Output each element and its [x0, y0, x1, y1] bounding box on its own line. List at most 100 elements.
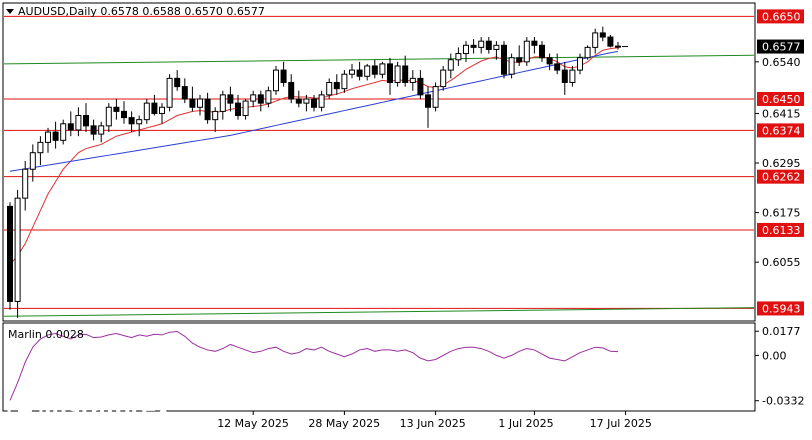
level-tag-label-1: 0.6450: [762, 93, 801, 106]
candle-body: [197, 98, 203, 108]
candle-body: [554, 63, 561, 71]
indicator-tick-label-0: 0.0177: [762, 325, 801, 338]
date-tick-label-2: 13 Jun 2025: [400, 417, 466, 430]
candle-body: [242, 100, 249, 117]
candle-body: [67, 123, 74, 131]
watermark-brand: instaforex: [44, 397, 170, 422]
level-tag-label-5: 0.5943: [762, 302, 801, 315]
candle-body: [371, 65, 378, 75]
candle-body: [523, 40, 530, 63]
moving-average-line-1: [9, 51, 619, 172]
candle-body: [409, 77, 416, 83]
candle-body: [364, 65, 371, 77]
candle-body: [7, 205, 13, 302]
candle-body: [569, 69, 576, 83]
candles-layer: [7, 26, 621, 318]
watermark-tagline: Instant Forex Trading: [46, 421, 151, 432]
date-tick-label-1: 28 May 2025: [308, 417, 380, 430]
level-tag-label-2: 0.6374: [762, 124, 801, 137]
candle-body: [592, 32, 599, 48]
time-axis: 12 May 2025 28 May 2025 13 Jun 2025 1 Jul 2…: [217, 411, 652, 430]
trend-line-1: [3, 307, 755, 317]
candle-body: [501, 44, 507, 75]
candle-body: [478, 40, 485, 48]
price-tick-label-4: 0.6055: [762, 256, 801, 269]
price-tick-label-2: 0.6295: [762, 157, 801, 170]
indicator-tick-label-1: 0.00: [762, 349, 787, 362]
indicator-axis: 0.0177 0.00 -0.0332: [755, 325, 804, 408]
candle-body: [311, 98, 317, 108]
candle-body: [508, 57, 515, 75]
marlin-indicator-layer: [9, 330, 619, 401]
candle-body: [75, 115, 82, 131]
candle-body: [90, 125, 97, 135]
candle-body: [250, 94, 257, 102]
levels-layer: [4, 15, 754, 309]
candle-body: [121, 110, 127, 119]
candle-body: [37, 141, 44, 154]
candle-body: [326, 81, 333, 96]
current-price-tag-bg: [757, 39, 804, 54]
candle-body: [159, 106, 165, 114]
candle-body: [387, 63, 393, 83]
candle-body: [273, 69, 279, 92]
current-price-tag-label: 0.6577: [762, 41, 801, 54]
current-price-tag: 0.6577: [622, 39, 804, 54]
candle-body: [349, 69, 355, 75]
candle-body: [447, 59, 454, 71]
candle-body: [577, 57, 583, 71]
candle-body: [151, 102, 158, 114]
marlin-line-0: [9, 330, 619, 401]
candle-body: [98, 125, 105, 135]
trend-layer: [3, 54, 755, 317]
indicator-title: Marlin 0.0028: [8, 328, 84, 341]
candle-body: [22, 168, 29, 199]
indicator-panel-frame: [2, 322, 756, 412]
candle-body: [45, 131, 51, 143]
level-tag-bg-5: [757, 301, 804, 316]
candle-body: [280, 69, 287, 83]
candle-body: [52, 131, 59, 141]
candle-body: [333, 81, 340, 90]
level-tag-label-3: 0.6262: [762, 171, 801, 184]
candle-body: [181, 86, 188, 100]
candle-body: [561, 69, 568, 83]
candle-body: [288, 81, 295, 100]
candle-body: [470, 44, 477, 48]
level-tag-bg-2: [757, 123, 804, 138]
price-tick-label-1: 0.6415: [762, 107, 801, 120]
candle-body: [143, 102, 150, 121]
candle-body: [303, 98, 310, 104]
candle-body: [516, 57, 523, 63]
candle-body: [599, 32, 606, 38]
candle-body: [83, 115, 89, 127]
level-tag-bg-3: [757, 169, 804, 184]
dropdown-triangle-icon[interactable]: [6, 9, 14, 14]
price-tick-label-3: 0.6175: [762, 207, 801, 220]
candle-body: [463, 44, 469, 55]
candle-body: [14, 197, 21, 302]
candle-body: [60, 123, 67, 141]
candle-body: [493, 44, 500, 50]
level-tags-layer: 0.6650 0.6450 0.6374 0.6262 0.6133 0.5943: [757, 9, 804, 316]
price-tick-label-0: 0.6540: [762, 56, 801, 69]
candle-body: [539, 44, 545, 59]
level-tag-label-4: 0.6133: [762, 224, 801, 237]
indicator-tick-label-2: -0.0332: [762, 395, 804, 408]
level-tag-label-0: 0.6650: [762, 10, 801, 23]
candle-body: [113, 106, 120, 112]
candle-body: [204, 98, 211, 121]
candle-body: [265, 90, 272, 104]
candle-body: [402, 65, 409, 83]
candle-body: [584, 46, 591, 59]
candle-body: [128, 117, 135, 125]
chart-header: AUDUSD,Daily 0.6578 0.6588 0.6570 0.6577: [18, 5, 265, 18]
candle-body: [166, 77, 173, 108]
instaforex-logo-core: [18, 403, 32, 417]
candle-body: [425, 94, 431, 108]
level-tag-bg-1: [757, 92, 804, 107]
candle-body: [341, 73, 348, 90]
candle-body: [394, 65, 401, 83]
